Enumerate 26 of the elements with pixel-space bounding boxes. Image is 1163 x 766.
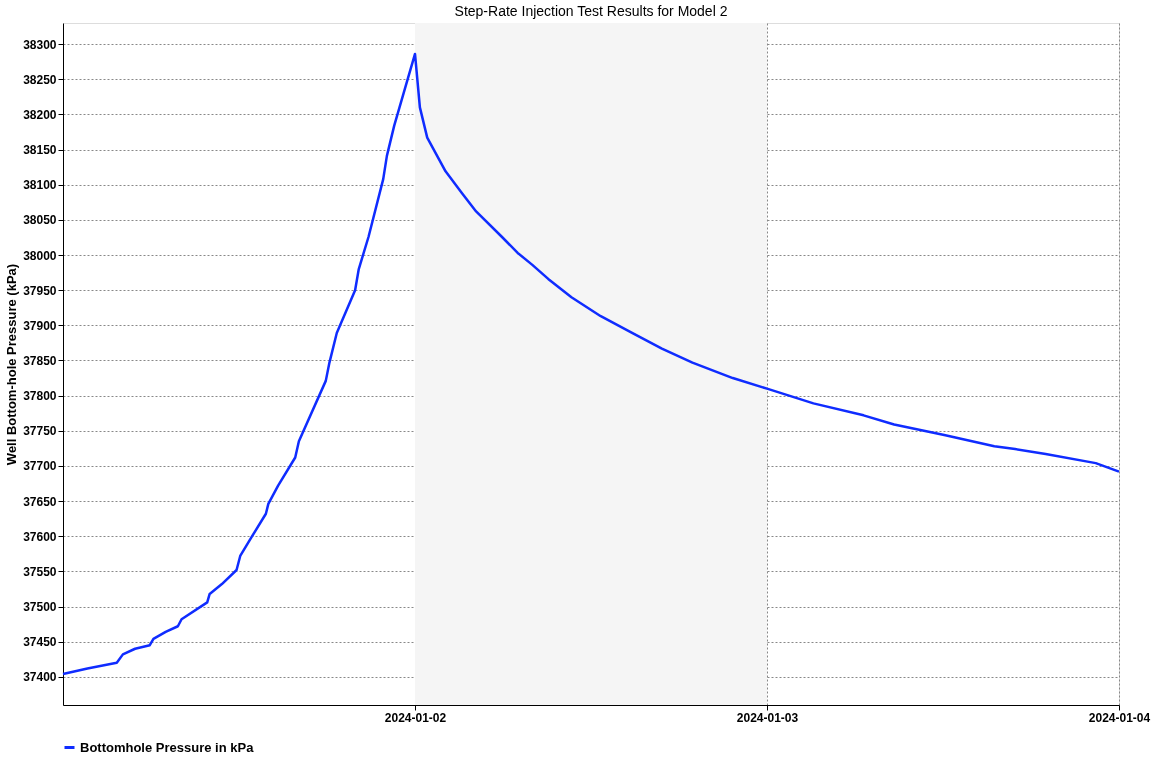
x-tick-label: 2024-01-03 (736, 710, 799, 725)
y-tick-label: 37700 (23, 459, 57, 474)
y-tick-label: 37500 (23, 600, 57, 615)
y-tick-label: 38200 (23, 107, 57, 122)
y-tick-label: 38100 (23, 178, 57, 193)
y-tick-label: 37800 (23, 389, 57, 404)
y-tick-label: 37400 (23, 670, 57, 685)
y-tick-label: 38000 (23, 248, 57, 263)
y-tick-label: 37600 (23, 529, 57, 544)
y-tick-label: 37650 (23, 494, 57, 509)
y-tick-label: 38250 (23, 72, 57, 87)
x-tick-label: 2024-01-02 (384, 710, 447, 725)
y-tick-label: 37950 (23, 283, 57, 298)
line-series (61, 52, 1121, 676)
y-axis-title: Well Bottom-hole Pressure (kPa) (4, 263, 20, 466)
legend-label: Bottomhole Pressure in kPa (80, 739, 255, 755)
y-tick-label: 37550 (23, 564, 57, 579)
y-tick-label: 38300 (23, 37, 57, 52)
y-tick-label: 37450 (23, 635, 57, 650)
y-tick-label: 38150 (23, 143, 57, 158)
chart-title: Step-Rate Injection Test Results for Model 2 (454, 3, 728, 19)
y-tick-label: 38050 (23, 213, 57, 228)
y-tick-label: 37750 (23, 424, 57, 439)
y-tick-label: 37900 (23, 318, 57, 333)
y-tick-label: 37850 (23, 353, 57, 368)
x-tick-label: 2024-01-04 (1088, 710, 1151, 725)
